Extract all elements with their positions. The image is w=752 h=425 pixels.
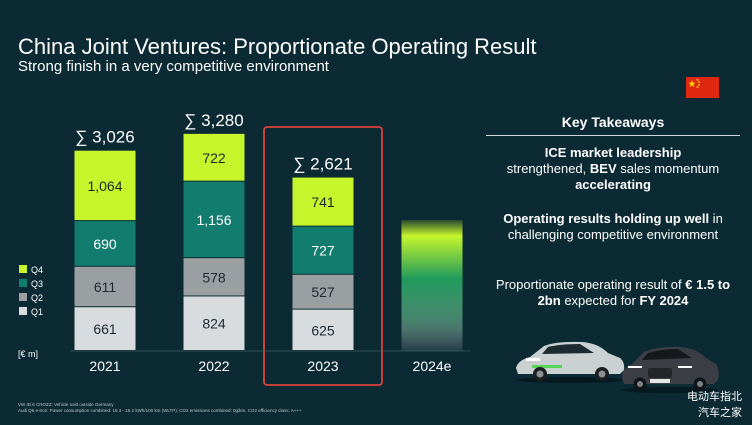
bar-segment-q4-2021 bbox=[74, 150, 136, 221]
bar-segment-q2-2022 bbox=[183, 258, 245, 296]
takeaway-1-part-e: accelerating bbox=[575, 177, 651, 192]
audi-q6-etron-car-image bbox=[622, 346, 719, 393]
bar-segment-q4-2023 bbox=[292, 177, 354, 226]
takeaway-2-part-b: in challenging competitive environment bbox=[507, 211, 723, 242]
page-subtitle: Strong finish in a very competitive envi… bbox=[18, 58, 329, 75]
legend-label-q3: Q3 bbox=[31, 279, 43, 289]
total-label-2022: ∑ 3,280 bbox=[184, 111, 243, 130]
highlight-box-2023 bbox=[263, 126, 383, 386]
legend-label-q4: Q4 bbox=[31, 265, 43, 275]
data-label-q3-2022: 1,156 bbox=[196, 212, 231, 228]
x-tick-label-2021: 2021 bbox=[89, 358, 120, 374]
legend-swatch-q1 bbox=[19, 307, 27, 315]
takeaway-2-part-a: Operating results holding up well bbox=[503, 211, 710, 226]
data-label-q2-2023: 527 bbox=[311, 284, 335, 300]
legend-swatch-q4 bbox=[19, 265, 27, 273]
takeaway-3-part-b: € 1.5 to 2bn bbox=[537, 277, 731, 308]
x-tick-label-2024e: 2024e bbox=[413, 358, 452, 374]
takeaway-3-part-c: expected for bbox=[560, 293, 640, 308]
legend-label-q2: Q2 bbox=[31, 293, 43, 303]
legend-swatch-q2 bbox=[19, 293, 27, 301]
takeaway-3-part-d: FY 2024 bbox=[639, 293, 689, 308]
bar-segment-q2-2023 bbox=[292, 274, 354, 309]
bar-segment-q1-2023 bbox=[292, 309, 354, 350]
key-takeaways-heading: Key Takeaways bbox=[486, 109, 740, 136]
bar-segment-q1-2021 bbox=[74, 307, 136, 350]
takeaway-1-part-d: sales momentum bbox=[616, 161, 720, 176]
legend-label-q1: Q1 bbox=[31, 307, 43, 317]
key-takeaways-panel: Key Takeaways bbox=[486, 109, 740, 136]
takeaway-1-part-a: ICE market leadership bbox=[544, 145, 682, 160]
x-tick-label-2022: 2022 bbox=[198, 358, 229, 374]
data-label-q3-2023: 727 bbox=[311, 243, 335, 259]
data-label-q1-2021: 661 bbox=[93, 321, 117, 337]
takeaway-1-part-b: strengthened, bbox=[506, 161, 590, 176]
total-label-2021: ∑ 3,026 bbox=[75, 128, 134, 147]
legend-swatch-q3 bbox=[19, 279, 27, 287]
bar-forecast-2024e bbox=[401, 220, 463, 351]
china-flag-icon bbox=[686, 77, 719, 98]
takeaway-item-2: Operating results holding up well in cha… bbox=[486, 211, 740, 243]
data-label-q2-2021: 611 bbox=[94, 279, 117, 295]
takeaway-item-1: ICE market leadership strengthened, BEV … bbox=[486, 145, 740, 193]
bar-segment-q2-2021 bbox=[74, 266, 136, 307]
y-axis-unit-label: [€ m] bbox=[18, 349, 38, 359]
data-label-q4-2021: 1,064 bbox=[87, 178, 122, 194]
watermark-line-2: 汽车之家 bbox=[698, 407, 742, 419]
data-label-q2-2022: 578 bbox=[202, 269, 226, 285]
bar-segment-q4-2022 bbox=[183, 133, 245, 181]
vw-id6-car-image bbox=[516, 341, 625, 383]
footnote-line-2: Audi Q6 e-tron: Power consumption combin… bbox=[18, 408, 302, 413]
total-label-2023: ∑ 2,621 bbox=[293, 155, 352, 174]
bar-segment-q3-2023 bbox=[292, 226, 354, 274]
takeaway-item-3: Proportionate operating result of € 1.5 … bbox=[486, 277, 740, 309]
takeaway-1-part-c: BEV bbox=[589, 161, 617, 176]
takeaway-3-part-a: Proportionate operating result of bbox=[495, 277, 686, 292]
data-label-q4-2023: 741 bbox=[311, 194, 335, 210]
bar-segment-q3-2022 bbox=[183, 181, 245, 258]
data-label-q1-2022: 824 bbox=[202, 316, 226, 332]
data-label-q4-2022: 722 bbox=[202, 150, 226, 166]
bar-segment-q1-2022 bbox=[183, 296, 245, 350]
footnote-line-1: VW ID.6 CROZZ: Vehicle sold outside Germ… bbox=[18, 402, 114, 407]
watermark-line-1: 电动车指北 bbox=[687, 391, 742, 403]
data-label-q1-2023: 625 bbox=[311, 322, 335, 338]
x-tick-label-2023: 2023 bbox=[307, 358, 338, 374]
data-label-q3-2021: 690 bbox=[93, 236, 117, 252]
page-title: China Joint Ventures: Proportionate Oper… bbox=[18, 34, 537, 59]
bar-segment-q3-2021 bbox=[74, 221, 136, 266]
